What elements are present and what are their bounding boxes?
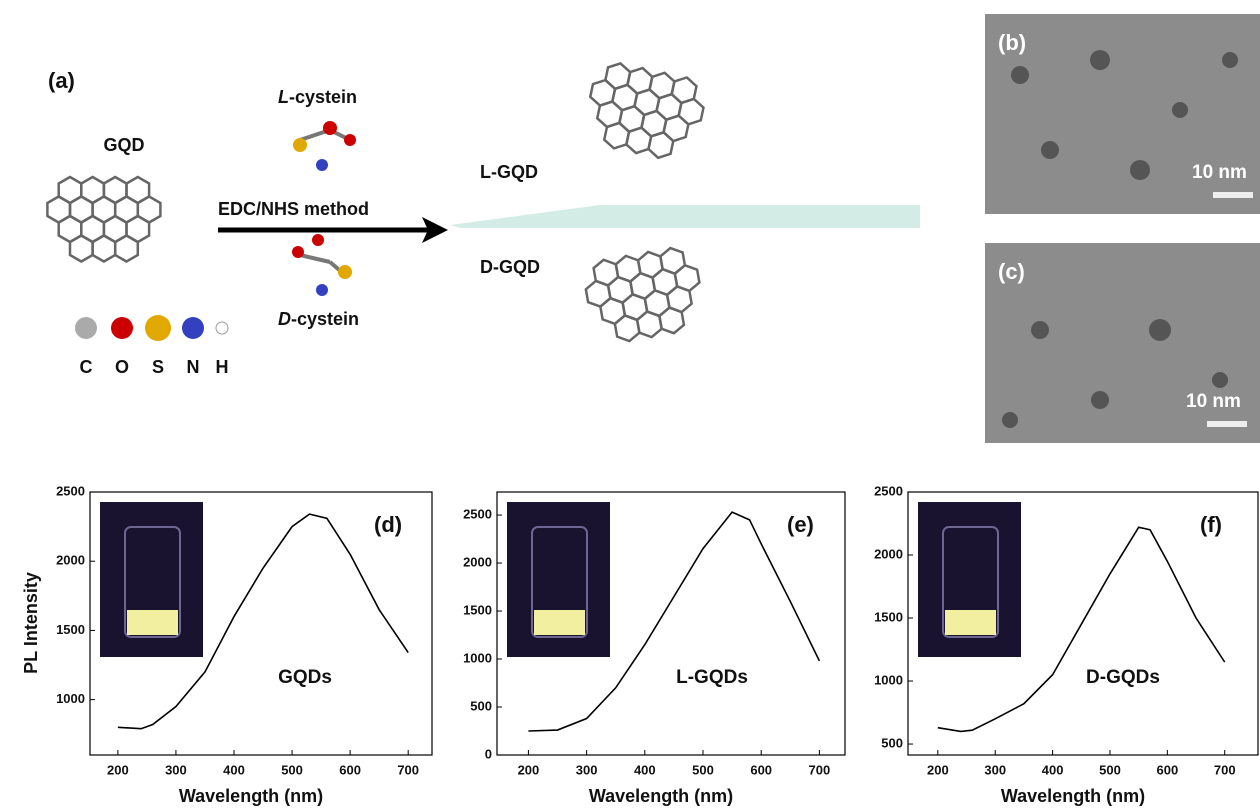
y-tick-label: 1000 — [463, 650, 492, 665]
y-tick-label: 1000 — [874, 672, 903, 687]
tem-image — [985, 243, 1260, 443]
x-tick-label: 200 — [518, 762, 540, 777]
y-tick-label: 2000 — [874, 546, 903, 561]
annotation: D-GQDs — [1086, 667, 1160, 688]
atom-legend — [75, 315, 228, 341]
surface-plane — [450, 205, 920, 228]
figure: (a) GQD L-cystein EDC/NHS method D-cyste… — [0, 0, 1260, 807]
x-tick-label: 700 — [397, 762, 419, 777]
y-tick-label: 2500 — [874, 483, 903, 498]
d-gqd-label: D-GQD — [480, 257, 540, 277]
name: -cystein — [291, 309, 359, 329]
x-tick-label: 400 — [634, 762, 656, 777]
panel-label: (e) — [787, 512, 814, 537]
x-tick-label: 400 — [1042, 762, 1064, 777]
vial-liquid — [127, 610, 178, 635]
x-tick-label: 600 — [1156, 762, 1178, 777]
vial-liquid — [534, 610, 585, 635]
y-tick-label: 0 — [485, 746, 492, 761]
x-tick-label: 300 — [984, 762, 1006, 777]
x-tick-label: 200 — [107, 762, 129, 777]
y-tick-label: 500 — [881, 735, 903, 750]
y-tick-label: 500 — [470, 698, 492, 713]
scale-bar-label: 10 nm — [1192, 162, 1247, 183]
panel-label: (a) — [48, 68, 75, 93]
vial-liquid — [945, 610, 996, 635]
prefix: D — [278, 309, 291, 329]
x-tick-label: 500 — [281, 762, 303, 777]
panel-label: (d) — [374, 512, 402, 537]
l-cystein-molecule — [293, 121, 356, 171]
y-tick-label: 2000 — [463, 554, 492, 569]
x-axis-label: Wavelength (nm) — [589, 786, 733, 806]
panel-label: (c) — [998, 259, 1025, 284]
l-gqd-sheet — [581, 59, 709, 165]
atom-label: S — [152, 357, 164, 377]
graphene-sheet — [47, 177, 160, 262]
atom-label: C — [80, 357, 93, 377]
annotation: L-GQDs — [676, 667, 748, 688]
prefix: L — [278, 87, 289, 107]
panel-label: (f) — [1200, 512, 1222, 537]
y-tick-label: 1000 — [56, 691, 85, 706]
y-tick-label: 2500 — [463, 506, 492, 521]
annotation: GQDs — [278, 667, 332, 688]
gqd-label: GQD — [103, 135, 144, 155]
d-cystein-label: D-cystein — [278, 309, 359, 329]
y-tick-label: 2500 — [56, 483, 85, 498]
x-tick-label: 600 — [750, 762, 772, 777]
x-tick-label: 500 — [692, 762, 714, 777]
atom-label: O — [115, 357, 129, 377]
y-tick-label: 1500 — [874, 609, 903, 624]
name: -cystein — [289, 87, 357, 107]
x-tick-label: 700 — [809, 762, 831, 777]
x-tick-label: 700 — [1214, 762, 1236, 777]
y-tick-label: 1500 — [56, 622, 85, 637]
x-axis-label: Wavelength (nm) — [1001, 786, 1145, 806]
atom-label: H — [216, 357, 229, 377]
x-tick-label: 600 — [339, 762, 361, 777]
d-cystein-molecule — [292, 234, 352, 296]
y-tick-label: 2000 — [56, 553, 85, 568]
x-tick-label: 300 — [576, 762, 598, 777]
x-axis-label: Wavelength (nm) — [179, 786, 323, 806]
atom-label: N — [187, 357, 200, 377]
l-cystein-label: L-cystein — [278, 87, 357, 107]
x-tick-label: 400 — [223, 762, 245, 777]
tem-image — [985, 14, 1260, 214]
scale-bar-label: 10 nm — [1186, 391, 1241, 412]
x-tick-label: 300 — [165, 762, 187, 777]
y-axis-label: PL Intensity — [21, 572, 41, 674]
method-label: EDC/NHS method — [218, 199, 369, 219]
panel-label: (b) — [998, 30, 1026, 55]
x-tick-label: 200 — [927, 762, 949, 777]
x-tick-label: 500 — [1099, 762, 1121, 777]
d-gqd-sheet — [581, 244, 707, 347]
y-tick-label: 1500 — [463, 602, 492, 617]
l-gqd-label: L-GQD — [480, 162, 538, 182]
